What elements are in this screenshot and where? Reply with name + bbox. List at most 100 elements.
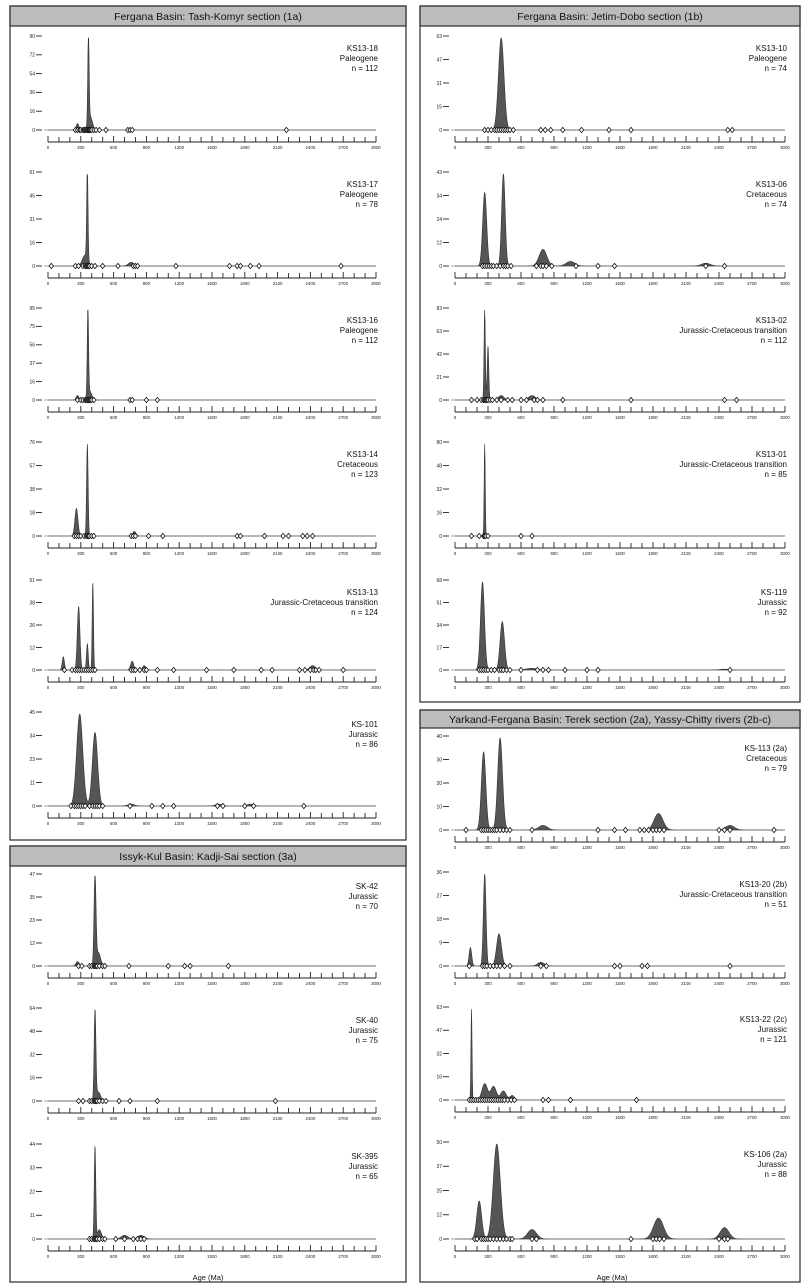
age-marker <box>543 262 550 270</box>
density-curve <box>455 37 785 131</box>
age-marker <box>489 396 496 404</box>
chart-panel-9: 0 16 32 48 80 0 300 600 900 1200 1500 1800 2100 2400 2… <box>436 440 790 556</box>
group-frame-tash-komyr: Fergana Basin: Tash-Komyr section (1a) <box>9 5 407 841</box>
density-curve <box>455 581 785 671</box>
x-tick-label: 900 <box>550 685 558 690</box>
group-frame-yarkand-fergana: Yarkand-Fergana Basin: Terek section (2a… <box>419 709 801 1283</box>
age-marker <box>523 396 530 404</box>
x-tick-label: 3000 <box>371 685 381 690</box>
x-tick-label: 300 <box>77 1254 85 1259</box>
age-marker <box>606 126 612 134</box>
chart-panel-3: 0 18 38 57 76 0 300 600 900 1200 1500 1800 2100 2400 2… <box>29 440 381 556</box>
chart-panel-7: 0 12 24 34 43 0 300 600 900 1200 1500 1800 2100 2400 2… <box>436 170 790 286</box>
x-tick-label: 3000 <box>371 821 381 826</box>
x-tick-label: 0 <box>47 981 50 986</box>
chart-panel-16: 0 16 32 48 64 0 300 600 900 1200 1500 1800 2100 2400 2… <box>29 1006 381 1121</box>
age-marker <box>725 1235 731 1243</box>
x-tick-label: 1800 <box>240 551 250 556</box>
sample-id: KS13-20 (2b) <box>739 880 787 889</box>
x-tick-label: 600 <box>517 1115 525 1120</box>
age-marker <box>91 532 97 540</box>
age-marker <box>545 1096 552 1104</box>
y-tick-label: 0 <box>32 128 35 134</box>
age-marker <box>611 962 618 970</box>
x-tick-label: 900 <box>143 821 151 826</box>
density-curve <box>48 1009 376 1102</box>
x-tick-label: 1200 <box>582 415 592 420</box>
age-marker <box>733 396 740 404</box>
age-marker <box>656 1235 663 1243</box>
x-axis-title-right: Age (Ma) <box>597 1273 628 1282</box>
x-tick-label: 2700 <box>338 981 348 986</box>
y-tick-label: 0 <box>439 668 442 674</box>
x-tick-label: 0 <box>47 1116 50 1121</box>
y-tick-label: 61 <box>29 170 35 176</box>
x-tick-label: 2100 <box>273 685 283 690</box>
age-marker <box>160 532 166 540</box>
age-marker <box>214 802 221 810</box>
x-tick-label: 1500 <box>207 551 217 556</box>
age-marker <box>540 1096 546 1104</box>
x-tick-label: 300 <box>77 821 85 826</box>
x-tick-label: 1200 <box>174 1254 184 1259</box>
age-marker <box>134 262 141 270</box>
sample-period: Jurassic-Cretaceous transition <box>679 326 787 335</box>
sample-id: KS13-06 <box>756 180 788 189</box>
x-tick-label: 600 <box>517 1254 525 1259</box>
x-tick-label: 3000 <box>780 1115 790 1120</box>
age-marker <box>143 666 150 674</box>
x-tick-label: 1200 <box>582 281 592 286</box>
age-marker <box>538 126 544 134</box>
sample-n: n = 86 <box>356 740 379 749</box>
age-marker <box>160 802 166 810</box>
y-tick-label: 51 <box>436 600 442 606</box>
chart-panel-1: 0 16 31 45 61 0 300 600 900 1200 1500 1800 2100 2400 2… <box>29 170 381 286</box>
x-tick-label: 0 <box>47 551 50 556</box>
x-tick-label: 3000 <box>780 415 790 420</box>
y-tick-label: 16 <box>29 379 35 385</box>
x-tick-label: 900 <box>143 281 151 286</box>
age-marker <box>316 666 322 674</box>
x-tick-label: 900 <box>143 551 151 556</box>
density-curve <box>455 309 785 401</box>
age-marker <box>304 532 310 540</box>
age-marker <box>727 666 733 674</box>
age-marker <box>538 962 544 970</box>
chart-panel-15: 0 12 23 35 47 0 300 600 900 1200 1500 1800 2100 2400 2… <box>29 872 381 986</box>
x-tick-label: 900 <box>550 981 558 986</box>
x-tick-label: 2100 <box>273 281 283 286</box>
y-tick-label: 57 <box>29 463 35 469</box>
x-tick-label: 1800 <box>648 551 658 556</box>
age-marker <box>534 666 541 674</box>
age-marker <box>61 666 68 674</box>
sample-n: n = 121 <box>760 1035 787 1044</box>
age-marker <box>258 666 264 674</box>
age-marker <box>529 532 535 540</box>
x-tick-label: 1500 <box>615 415 625 420</box>
x-tick-label: 2400 <box>714 685 724 690</box>
age-marker <box>573 262 579 270</box>
x-tick-label: 1200 <box>582 145 592 150</box>
x-tick-label: 3000 <box>371 1254 381 1259</box>
x-tick-label: 900 <box>143 685 151 690</box>
group-frame-jetim-dobo: Fergana Basin: Jetim-Dobo section (1b) <box>419 5 801 703</box>
x-tick-label: 900 <box>550 551 558 556</box>
y-tick-label: 47 <box>29 872 35 878</box>
age-marker <box>542 126 548 134</box>
y-tick-label: 0 <box>32 264 35 270</box>
age-marker <box>80 1097 86 1105</box>
age-marker <box>721 396 728 404</box>
age-marker <box>154 396 161 404</box>
age-marker <box>468 396 475 404</box>
y-tick-label: 18 <box>436 917 442 923</box>
age-marker <box>226 262 233 270</box>
sample-period: Jurassic-Cretaceous transition <box>679 890 787 899</box>
age-marker <box>584 666 590 674</box>
x-tick-label: 1500 <box>615 1115 625 1120</box>
x-tick-label: 1500 <box>615 685 625 690</box>
x-tick-label: 2400 <box>306 145 316 150</box>
sample-n: n = 70 <box>356 902 379 911</box>
age-marker <box>237 532 244 540</box>
sample-n: n = 79 <box>765 764 788 773</box>
sample-period: Cretaceous <box>746 754 787 763</box>
